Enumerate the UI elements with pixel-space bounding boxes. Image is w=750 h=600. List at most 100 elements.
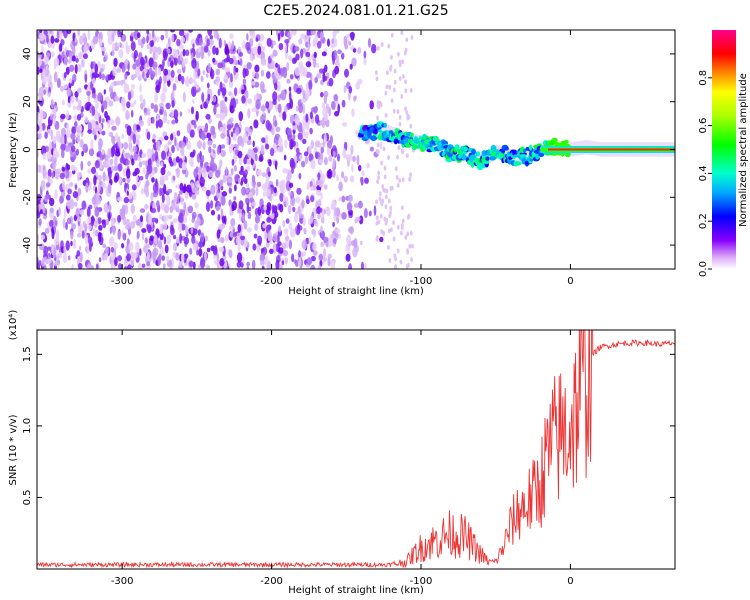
spectrogram-noise-mark bbox=[394, 256, 397, 262]
spectrogram-noise-mark bbox=[140, 188, 144, 195]
spectrogram-noise-mark bbox=[408, 243, 412, 249]
spectrogram-signal-mark bbox=[489, 156, 496, 161]
spectrogram-noise-mark bbox=[86, 264, 91, 269]
spectrogram-noise-mark bbox=[98, 124, 103, 134]
spectrogram-noise-mark bbox=[90, 139, 94, 151]
spectrogram-noise-mark bbox=[292, 206, 296, 212]
spectrogram-noise-mark bbox=[181, 168, 187, 175]
spectrogram-noise-mark bbox=[320, 92, 324, 98]
spectrogram-halo-mark bbox=[527, 148, 530, 164]
spectrogram-noise-mark bbox=[197, 68, 201, 77]
spectrogram-noise-mark bbox=[150, 208, 157, 214]
spectrogram-noise-mark bbox=[185, 33, 189, 42]
spectrogram-noise-mark bbox=[39, 68, 43, 74]
spectrogram-noise-mark bbox=[111, 125, 117, 131]
spectrogram-noise-mark bbox=[315, 114, 320, 124]
spectrogram-noise-mark bbox=[87, 30, 91, 41]
spectrogram-noise-mark bbox=[76, 124, 83, 134]
spectrogram-noise-mark bbox=[323, 75, 328, 82]
spectrogram-noise-mark bbox=[59, 172, 65, 180]
spectrogram-noise-mark bbox=[282, 249, 288, 257]
spectrogram-noise-mark bbox=[76, 250, 81, 257]
spectrogram-noise-mark bbox=[399, 259, 403, 265]
spectrogram-noise-mark bbox=[79, 35, 84, 45]
spectrogram-noise-mark bbox=[338, 181, 343, 192]
spectrogram-noise-mark bbox=[130, 203, 135, 214]
spectrogram-noise-mark bbox=[90, 61, 94, 70]
spectrogram-noise-mark bbox=[352, 247, 358, 258]
spectrogram-noise-mark bbox=[296, 87, 302, 95]
spectrogram-noise-mark bbox=[349, 31, 355, 39]
spectrogram-noise-mark bbox=[332, 56, 335, 65]
spectrogram-noise-mark bbox=[146, 131, 151, 140]
spectrogram-noise-mark bbox=[225, 166, 228, 176]
spectrogram-noise-mark bbox=[212, 95, 217, 103]
spectrogram-noise-mark bbox=[385, 84, 389, 90]
spectrogram-noise-mark bbox=[330, 204, 336, 210]
spectrogram-noise-mark bbox=[147, 251, 150, 261]
spectrogram-noise-mark bbox=[228, 249, 233, 259]
spectrogram-noise-mark bbox=[238, 111, 244, 122]
spectrogram-noise-mark bbox=[50, 98, 54, 109]
spectrogram-noise-mark bbox=[346, 33, 350, 39]
spectrogram-noise-mark bbox=[334, 110, 340, 117]
spectrogram-noise-mark bbox=[167, 151, 172, 158]
spectrogram-noise-mark bbox=[407, 262, 410, 268]
spectrogram-noise-mark bbox=[55, 229, 60, 240]
spectrogram-noise-mark bbox=[166, 255, 170, 263]
spectrogram-noise-mark bbox=[149, 235, 155, 242]
spectrogram-noise-mark bbox=[258, 33, 265, 43]
spectrogram-noise-mark bbox=[173, 109, 179, 120]
spectrogram-noise-mark bbox=[235, 67, 239, 73]
spectrogram-noise-mark bbox=[392, 108, 396, 114]
spectrogram-noise-mark bbox=[390, 32, 394, 38]
spectrogram-noise-mark bbox=[170, 69, 175, 78]
spectrogram-noise-mark bbox=[268, 159, 272, 167]
spectrogram-noise-mark bbox=[212, 45, 217, 55]
spectrogram-noise-mark bbox=[210, 200, 214, 209]
spectrogram-noise-mark bbox=[291, 196, 296, 207]
spectrogram-noise-mark bbox=[247, 108, 251, 119]
spectrogram-noise-mark bbox=[86, 206, 91, 218]
spectrogram-noise-mark bbox=[401, 177, 405, 183]
spectrogram-noise-mark bbox=[171, 145, 175, 154]
spectrogram-noise-mark bbox=[53, 261, 58, 267]
spectrogram-noise-mark bbox=[43, 57, 49, 65]
spectrogram-noise-mark bbox=[182, 58, 186, 68]
spectrogram-noise-mark bbox=[169, 259, 172, 267]
spectrogram-noise-mark bbox=[269, 54, 275, 59]
spectrogram-noise-mark bbox=[87, 129, 93, 135]
spectrogram-noise-mark bbox=[67, 200, 71, 210]
spectrogram-noise-mark bbox=[330, 259, 336, 269]
spectrogram-noise-mark bbox=[254, 223, 259, 231]
spectrogram-noise-mark bbox=[160, 92, 166, 103]
spectrogram-noise-mark bbox=[406, 113, 410, 119]
spectrogram-noise-mark bbox=[99, 70, 102, 80]
spectrogram-noise-mark bbox=[107, 119, 111, 129]
spectrogram-noise-mark bbox=[62, 179, 65, 191]
spectrogram-noise-mark bbox=[49, 207, 54, 214]
spectrogram-noise-mark bbox=[102, 100, 108, 110]
spectrogram-noise-mark bbox=[219, 246, 225, 253]
spectrogram-noise-mark bbox=[78, 262, 83, 269]
spectrogram-noise-mark bbox=[258, 154, 264, 162]
spectrogram-noise-mark bbox=[246, 261, 250, 267]
spectrogram-noise-mark bbox=[86, 106, 90, 111]
spectrogram-noise-mark bbox=[64, 134, 67, 145]
spectrogram-noise-mark bbox=[355, 216, 361, 222]
x-tick-label: 0 bbox=[567, 276, 573, 287]
spectrogram-noise-mark bbox=[46, 52, 50, 58]
spectrogram-noise-mark bbox=[151, 177, 155, 183]
spectrogram-noise-mark bbox=[51, 226, 54, 234]
spectrogram-noise-mark bbox=[38, 86, 45, 97]
spectrogram-noise-mark bbox=[76, 171, 83, 178]
spectrogram-noise-mark bbox=[205, 113, 211, 120]
spectrogram-noise-mark bbox=[206, 247, 211, 253]
spectrogram-noise-mark bbox=[215, 169, 221, 178]
spectrogram-noise-mark bbox=[295, 147, 300, 154]
spectrogram-noise-mark bbox=[179, 182, 184, 191]
spectrogram-noise-mark bbox=[260, 105, 266, 112]
spectrogram-noise-mark bbox=[74, 91, 79, 98]
spectrogram-halo-mark bbox=[383, 123, 386, 138]
spectrogram-noise-mark bbox=[352, 155, 356, 162]
